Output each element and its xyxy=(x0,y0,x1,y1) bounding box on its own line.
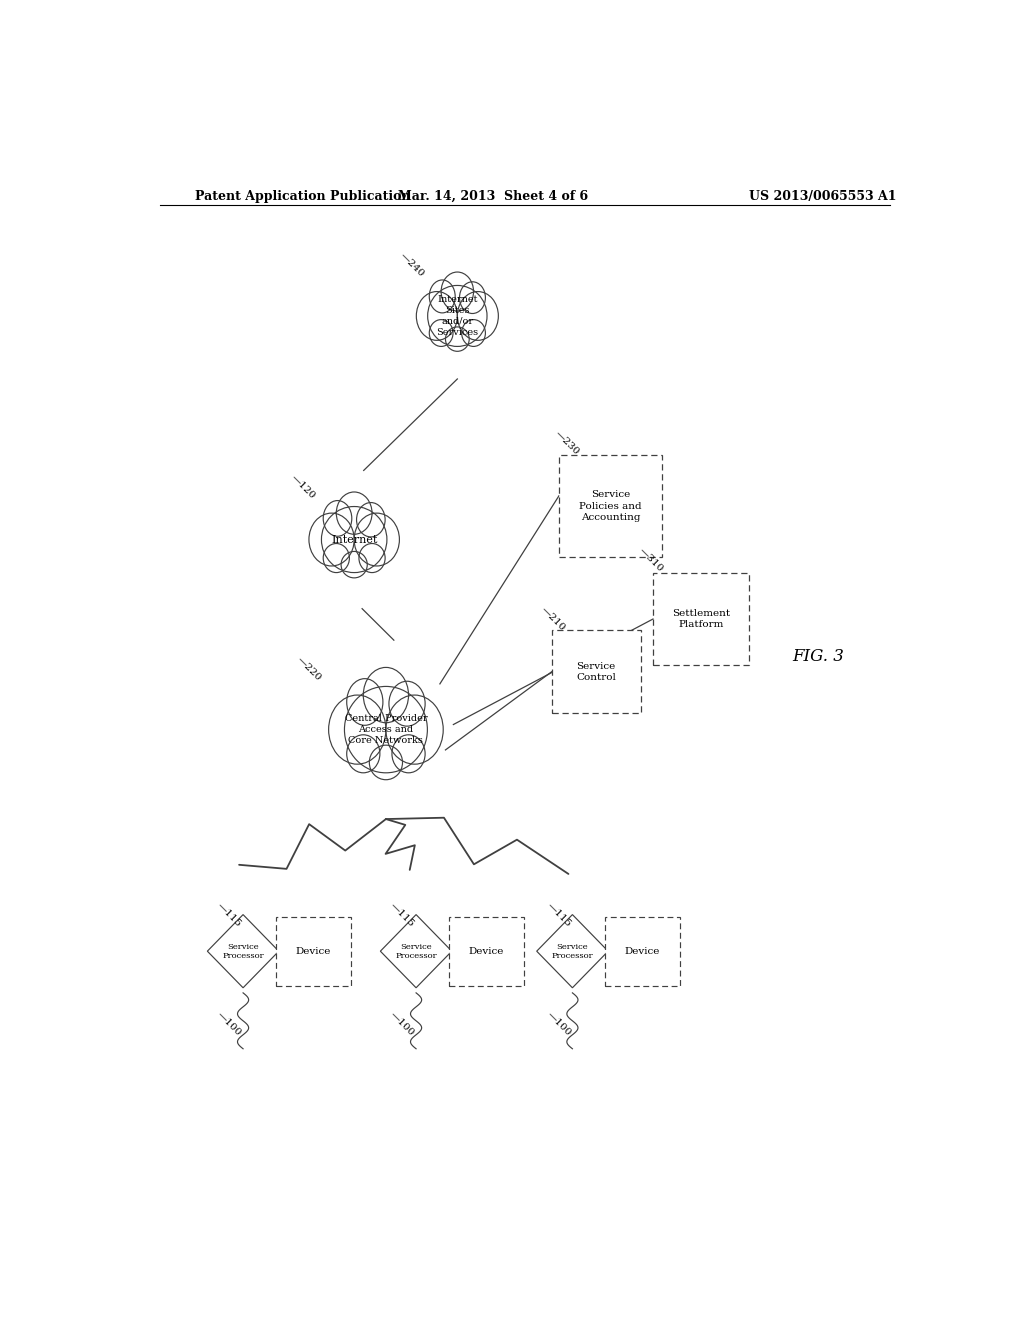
Text: Patent Application Publication: Patent Application Publication xyxy=(196,190,411,202)
Ellipse shape xyxy=(359,544,385,573)
FancyBboxPatch shape xyxy=(653,573,749,664)
Ellipse shape xyxy=(370,746,402,780)
Text: Service
Control: Service Control xyxy=(577,661,616,681)
Ellipse shape xyxy=(344,686,427,772)
Text: —240: —240 xyxy=(397,251,426,279)
Ellipse shape xyxy=(347,735,380,772)
Ellipse shape xyxy=(364,668,409,723)
Text: —120: —120 xyxy=(289,473,316,500)
Text: —100: —100 xyxy=(388,1011,416,1039)
Ellipse shape xyxy=(392,735,425,772)
Text: US 2013/0065553 A1: US 2013/0065553 A1 xyxy=(749,190,896,202)
Ellipse shape xyxy=(324,544,349,573)
Ellipse shape xyxy=(417,292,458,341)
Text: —220: —220 xyxy=(295,655,323,682)
Ellipse shape xyxy=(429,280,456,313)
Text: Internet: Internet xyxy=(331,535,378,545)
Ellipse shape xyxy=(386,696,443,764)
Text: Internet
Sites
and/or
Services: Internet Sites and/or Services xyxy=(436,294,478,337)
Text: FIG. 3: FIG. 3 xyxy=(793,648,845,665)
Text: Settlement
Platform: Settlement Platform xyxy=(672,609,730,628)
Ellipse shape xyxy=(356,503,385,537)
Ellipse shape xyxy=(329,696,386,764)
Text: Device: Device xyxy=(469,946,504,956)
Ellipse shape xyxy=(458,292,499,341)
Polygon shape xyxy=(537,915,608,987)
Ellipse shape xyxy=(341,552,368,578)
Text: —100: —100 xyxy=(545,1011,572,1039)
FancyBboxPatch shape xyxy=(559,455,663,557)
Ellipse shape xyxy=(441,272,473,312)
Text: —115: —115 xyxy=(545,900,572,928)
Ellipse shape xyxy=(460,281,485,314)
Ellipse shape xyxy=(309,513,354,566)
Ellipse shape xyxy=(462,319,485,346)
Ellipse shape xyxy=(336,492,372,535)
Text: Device: Device xyxy=(296,946,331,956)
Text: Central Provider
Access and
Core Networks: Central Provider Access and Core Network… xyxy=(345,714,427,746)
Ellipse shape xyxy=(324,500,352,536)
Text: Device: Device xyxy=(625,946,660,956)
FancyBboxPatch shape xyxy=(552,630,641,713)
Text: —115: —115 xyxy=(388,900,416,928)
Text: —210: —210 xyxy=(539,605,567,632)
Text: Service
Processor: Service Processor xyxy=(552,942,593,960)
Text: —310: —310 xyxy=(638,546,666,574)
Ellipse shape xyxy=(347,678,383,725)
Polygon shape xyxy=(207,915,279,987)
Ellipse shape xyxy=(428,285,487,346)
Ellipse shape xyxy=(429,319,453,346)
Polygon shape xyxy=(380,915,452,987)
Text: Service
Processor: Service Processor xyxy=(395,942,437,960)
Text: —115: —115 xyxy=(215,900,243,928)
Ellipse shape xyxy=(354,513,399,566)
Ellipse shape xyxy=(445,327,469,351)
Text: —230: —230 xyxy=(553,429,582,457)
Text: Service
Policies and
Accounting: Service Policies and Accounting xyxy=(580,491,642,521)
FancyBboxPatch shape xyxy=(605,916,680,986)
Text: —100: —100 xyxy=(215,1011,243,1039)
FancyBboxPatch shape xyxy=(449,916,524,986)
Text: Service
Processor: Service Processor xyxy=(222,942,264,960)
Text: Mar. 14, 2013  Sheet 4 of 6: Mar. 14, 2013 Sheet 4 of 6 xyxy=(398,190,588,202)
Ellipse shape xyxy=(322,507,387,573)
FancyBboxPatch shape xyxy=(275,916,351,986)
Ellipse shape xyxy=(389,681,425,726)
